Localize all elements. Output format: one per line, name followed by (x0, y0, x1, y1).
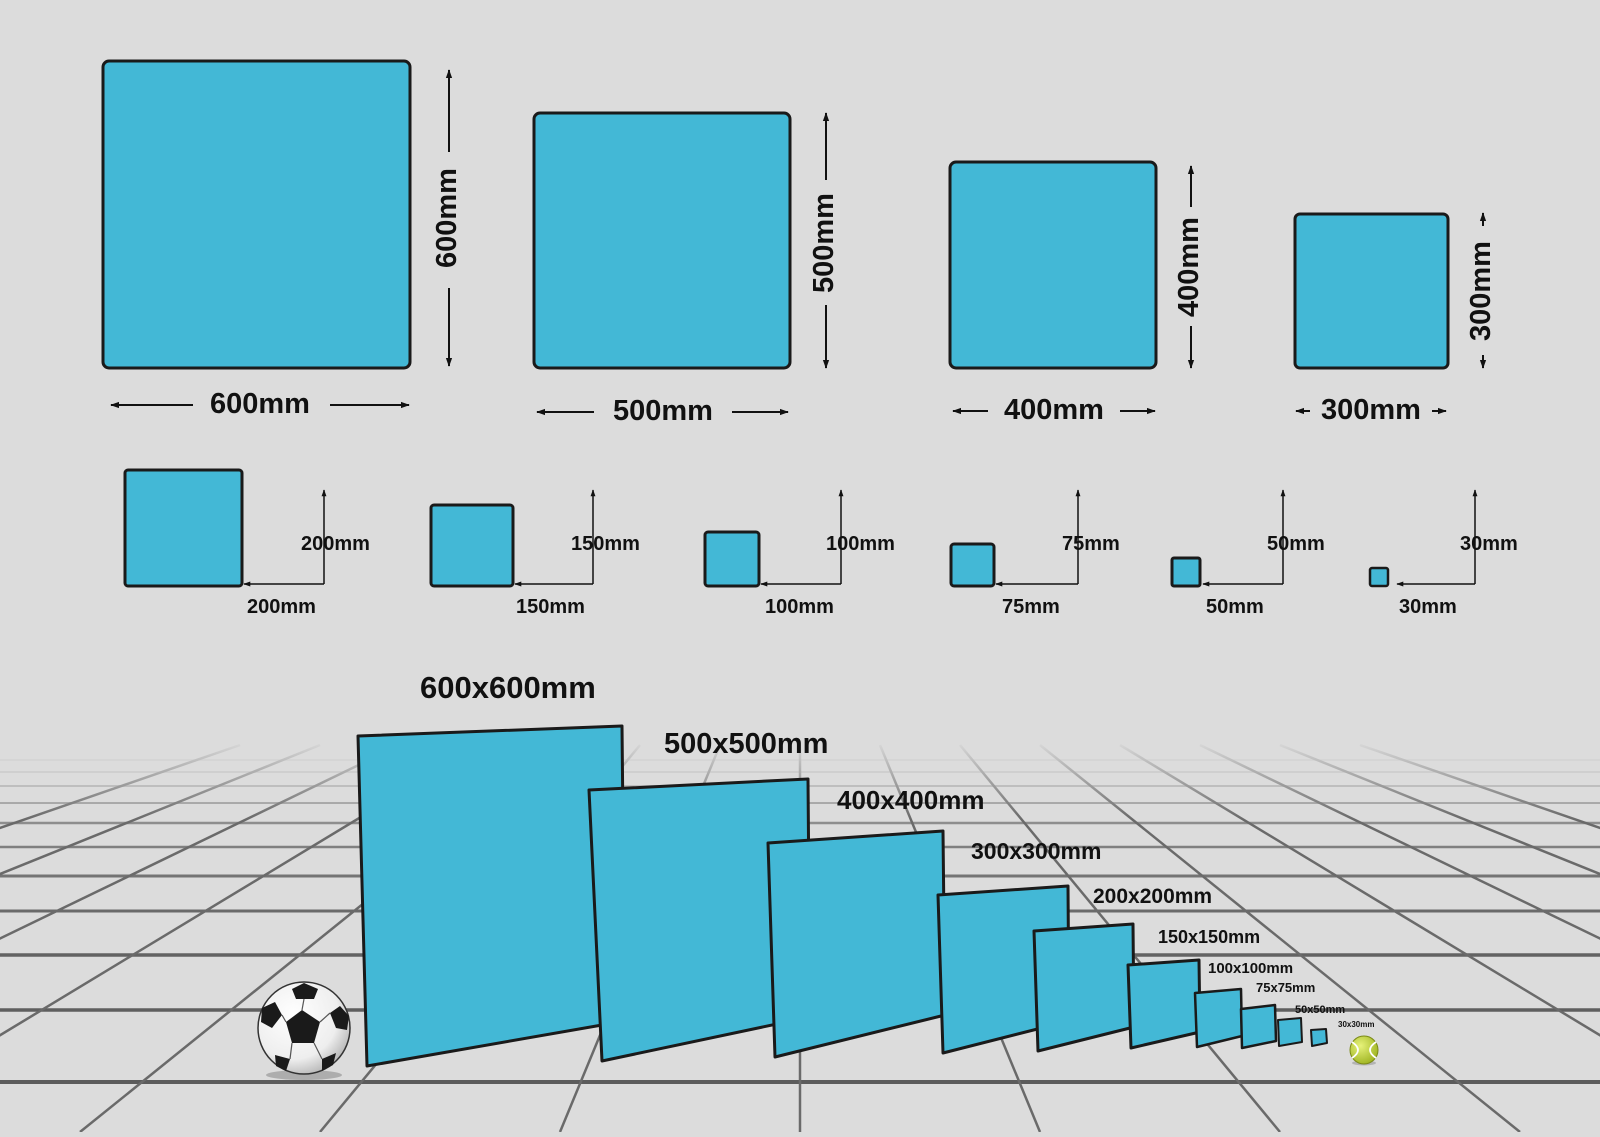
panel-label: 100x100mm (1208, 960, 1293, 977)
width-label: 600mm (210, 388, 310, 420)
height-label: 600mm (431, 168, 463, 268)
panel-shape (1293, 212, 1450, 370)
small-panel-30: 30mm 30mm (1368, 489, 1518, 618)
height-label: 400mm (1173, 217, 1205, 317)
perspective-panel-50: 50x50mm (1277, 1004, 1345, 1047)
height-label: 50mm (1267, 533, 1325, 555)
panel-shape (766, 829, 947, 1059)
panel-label: 50x50mm (1295, 1004, 1345, 1016)
perspective-panel-600: 600x600mm (356, 670, 627, 1068)
small-panels-row: 200mm 200mm 150mm 150mm 100mm 100mm 75mm… (123, 468, 1518, 618)
panel-shape (1310, 1028, 1328, 1047)
small-panel-75: 75mm 75mm (949, 489, 1120, 618)
small-panel-150: 150mm 150mm (429, 489, 640, 618)
width-label: 150mm (516, 596, 585, 618)
panel-shape (429, 503, 515, 588)
perspective-panel-75: 75x75mm (1239, 980, 1315, 1050)
panel-shape (101, 59, 412, 370)
height-label: 150mm (571, 533, 640, 555)
height-label: 100mm (826, 533, 895, 555)
panel-label: 200x200mm (1093, 885, 1212, 908)
large-panel-400: 400mm 400mm (948, 160, 1205, 426)
panel-shape (703, 530, 761, 588)
width-label: 75mm (1002, 596, 1060, 618)
small-panel-50: 50mm 50mm (1170, 489, 1325, 618)
small-panel-200: 200mm 200mm (123, 468, 370, 618)
perspective-panels-row: 600x600mm 500x500mm 400x400mm 300x300mm … (356, 670, 1374, 1068)
height-label: 300mm (1465, 241, 1497, 341)
large-panel-600: 600mm 600mm (101, 59, 463, 420)
panel-shape (532, 111, 792, 370)
height-label: 30mm (1460, 533, 1518, 555)
panel-shape (1239, 1003, 1278, 1050)
width-label: 200mm (247, 596, 316, 618)
panel-shape (123, 468, 244, 588)
panel-label: 400x400mm (837, 785, 984, 815)
panel-shape (1368, 566, 1390, 588)
large-panel-500: 500mm 500mm (532, 111, 840, 427)
panel-label: 150x150mm (1158, 927, 1260, 947)
panel-shape (1277, 1017, 1303, 1047)
panel-label: 500x500mm (664, 728, 828, 760)
height-label: 75mm (1062, 533, 1120, 555)
panel-label: 600x600mm (420, 670, 596, 705)
panel-shape (1193, 987, 1244, 1049)
panel-label: 75x75mm (1256, 980, 1315, 995)
width-label: 300mm (1321, 394, 1421, 426)
soccer-ball-icon (257, 981, 351, 1080)
width-label: 500mm (613, 395, 713, 427)
panel-shape (1170, 556, 1202, 588)
height-label: 500mm (808, 193, 840, 293)
perspective-panel-200: 200x200mm (1032, 885, 1212, 1053)
perspective-panel-500: 500x500mm (587, 728, 828, 1063)
width-label: 100mm (765, 596, 834, 618)
panel-shape (1126, 958, 1202, 1050)
panel-shape (949, 542, 996, 588)
width-label: 50mm (1206, 596, 1264, 618)
panel-shape (1032, 922, 1136, 1053)
perspective-panel-100: 100x100mm (1193, 960, 1293, 1049)
height-label: 200mm (301, 533, 370, 555)
tennis-ball-icon (1349, 1035, 1379, 1066)
panel-label: 30x30mm (1338, 1020, 1374, 1029)
perspective-panel-30: 30x30mm (1310, 1020, 1374, 1047)
large-panel-300: 300mm 300mm (1293, 212, 1497, 426)
panel-shape (948, 160, 1158, 370)
width-label: 30mm (1399, 596, 1457, 618)
perspective-panel-150: 150x150mm (1126, 927, 1260, 1050)
large-panels-row: 600mm 600mm 500mm 500mm 400mm 400mm (101, 59, 1497, 427)
small-panel-100: 100mm 100mm (703, 489, 895, 618)
width-label: 400mm (1004, 394, 1104, 426)
panel-shape (356, 724, 627, 1068)
panel-label: 300x300mm (971, 838, 1101, 864)
